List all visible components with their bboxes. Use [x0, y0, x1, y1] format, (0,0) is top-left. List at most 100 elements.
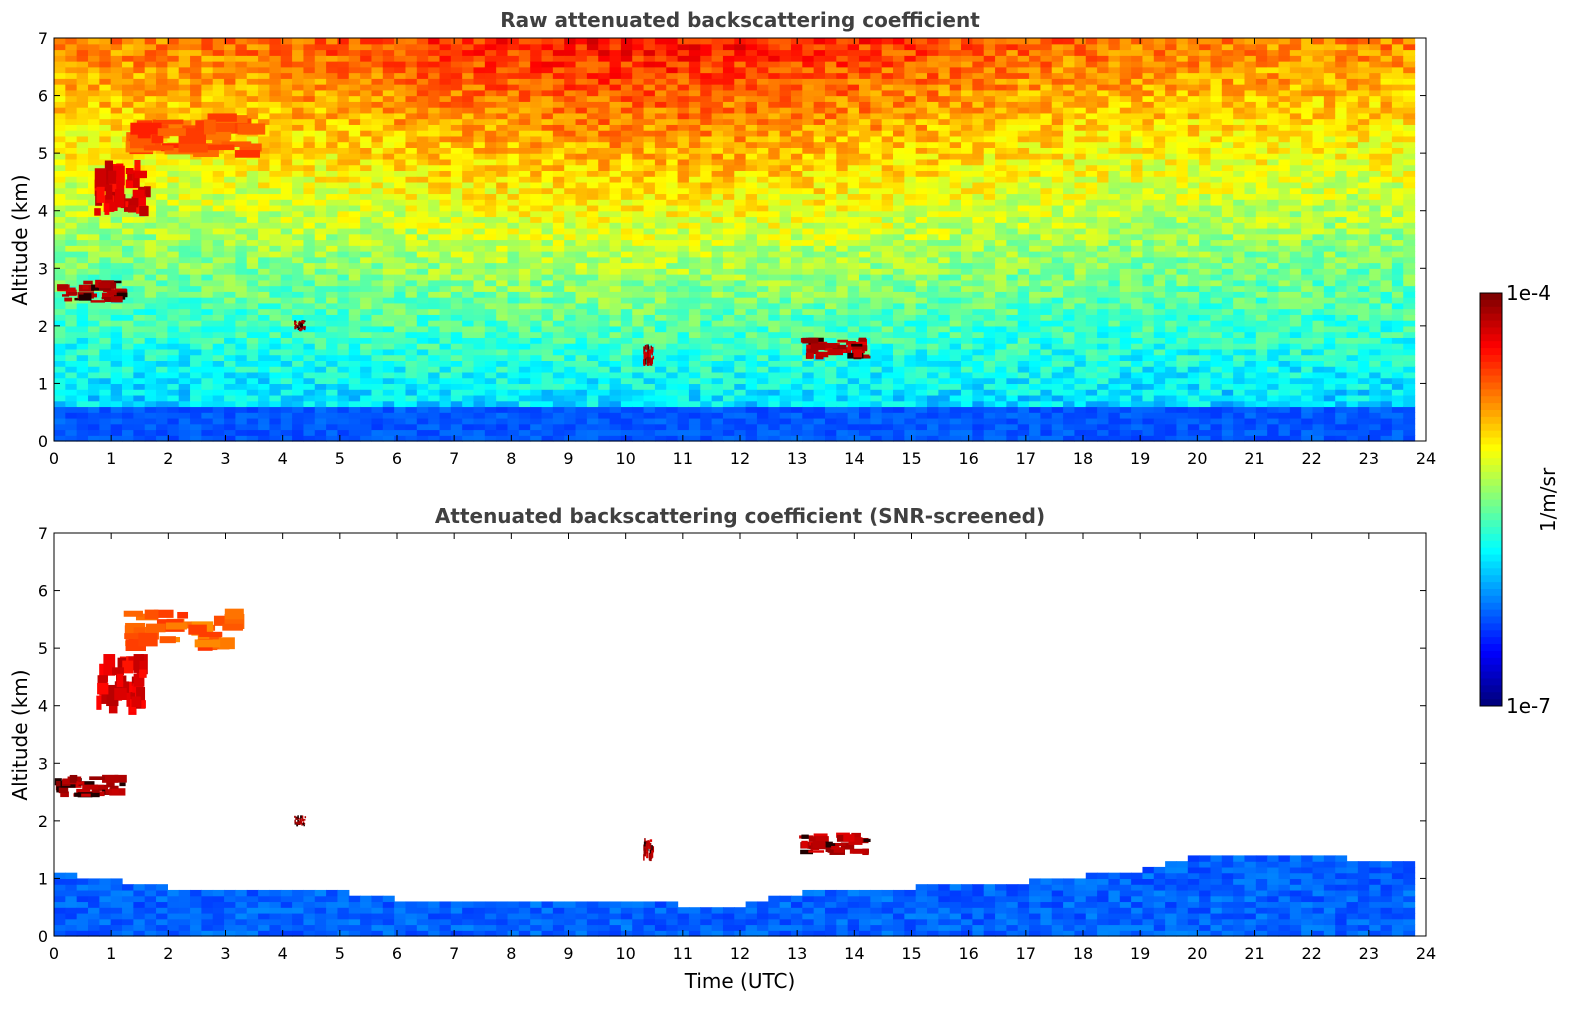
heatmap-cell	[371, 377, 384, 385]
heatmap-cell	[280, 360, 293, 367]
heatmap-cell	[530, 389, 543, 396]
heatmap-cell	[564, 158, 577, 166]
heatmap-cell	[110, 320, 123, 327]
heatmap-cell	[564, 43, 577, 51]
heatmap-cell	[416, 84, 429, 91]
heatmap-cell	[122, 112, 134, 120]
heatmap-cell	[779, 245, 792, 252]
heatmap-cell	[609, 216, 622, 223]
heatmap-cell	[76, 147, 89, 154]
heatmap-cell	[133, 291, 146, 298]
heatmap-cell	[416, 383, 429, 390]
heatmap-cell	[156, 158, 168, 166]
heatmap-cell	[246, 158, 259, 166]
heatmap-cell	[632, 337, 645, 344]
heatmap-cell	[666, 222, 679, 229]
heatmap-cell	[756, 135, 769, 143]
heatmap-cell	[201, 84, 214, 91]
heatmap-cell	[802, 61, 815, 68]
heatmap-cell	[235, 366, 248, 373]
heatmap-cell	[779, 38, 792, 45]
heatmap-cell	[734, 135, 747, 143]
heatmap-cell	[779, 187, 792, 195]
heatmap-cell	[756, 314, 769, 321]
heatmap-cell	[518, 222, 531, 229]
heatmap-cell	[212, 429, 225, 436]
heatmap-cell	[643, 61, 656, 68]
heatmap-cell	[700, 400, 713, 408]
heatmap-cell	[428, 204, 441, 212]
heatmap-cell	[530, 164, 543, 172]
heatmap-cell	[360, 124, 373, 131]
heatmap-cell	[609, 256, 622, 264]
heatmap-cell	[564, 389, 577, 396]
heatmap-cell	[88, 153, 100, 160]
heatmap-cell	[677, 251, 690, 258]
heatmap-cell	[779, 406, 792, 413]
heatmap-cell	[779, 118, 792, 125]
heatmap-cell	[303, 320, 316, 327]
heatmap-cell	[711, 394, 724, 402]
heatmap-cell	[836, 61, 849, 68]
heatmap-cell	[768, 210, 781, 218]
heatmap-cell	[484, 43, 497, 51]
heatmap-cell	[768, 400, 781, 408]
heatmap-cell	[246, 360, 259, 367]
heatmap-cell	[802, 204, 815, 212]
heatmap-cell	[212, 343, 225, 350]
heatmap-cell	[586, 55, 599, 62]
heatmap-cell	[269, 251, 282, 258]
heatmap-cell	[609, 400, 622, 408]
heatmap-cell	[122, 314, 134, 321]
heatmap-cell	[450, 262, 463, 269]
heatmap-cell	[632, 55, 645, 62]
heatmap-cell	[632, 429, 645, 436]
heatmap-cell	[552, 158, 565, 166]
heatmap-cell	[269, 233, 282, 241]
heatmap-cell	[416, 210, 429, 218]
heatmap-cell	[133, 43, 146, 51]
heatmap-cell	[303, 153, 316, 160]
heatmap-cell	[779, 383, 792, 390]
heatmap-cell	[779, 141, 792, 148]
heatmap-cell	[620, 107, 633, 114]
heatmap-cell	[609, 222, 622, 229]
heatmap-cell	[507, 262, 520, 269]
heatmap-cell	[54, 164, 66, 172]
heatmap-cell	[99, 389, 112, 396]
heatmap-cell	[847, 308, 860, 315]
heatmap-cell	[235, 377, 248, 385]
heatmap-cell	[620, 371, 633, 379]
heatmap-cell	[677, 285, 690, 292]
heatmap-cell	[756, 153, 769, 160]
heatmap-cell	[734, 320, 747, 327]
heatmap-cell	[507, 141, 520, 148]
heatmap-cell	[212, 210, 225, 218]
heatmap-cell	[473, 210, 486, 218]
heatmap-cell	[337, 89, 350, 97]
heatmap-cell	[269, 49, 282, 56]
heatmap-cell	[258, 337, 271, 344]
heatmap-cell	[292, 406, 305, 413]
heatmap-cell	[552, 141, 565, 148]
heatmap-cell	[382, 89, 395, 97]
heatmap-cell	[745, 308, 758, 315]
heatmap-cell	[133, 239, 146, 246]
heatmap-cell	[484, 423, 497, 431]
heatmap-cell	[632, 394, 645, 402]
heatmap-cell	[224, 216, 237, 223]
heatmap-cell	[394, 274, 407, 281]
heatmap-cell	[156, 193, 168, 200]
heatmap-cell	[654, 61, 667, 68]
heatmap-cell	[518, 343, 531, 350]
heatmap-cell	[666, 291, 679, 298]
heatmap-cell	[258, 193, 271, 200]
heatmap-cell	[303, 377, 316, 385]
heatmap-cell	[462, 314, 475, 321]
heatmap-cell	[314, 302, 327, 310]
heatmap-cell	[88, 38, 100, 45]
heatmap-cell	[688, 400, 701, 408]
heatmap-cell	[133, 256, 146, 264]
heatmap-cell	[711, 291, 724, 298]
heatmap-cell	[280, 78, 293, 85]
